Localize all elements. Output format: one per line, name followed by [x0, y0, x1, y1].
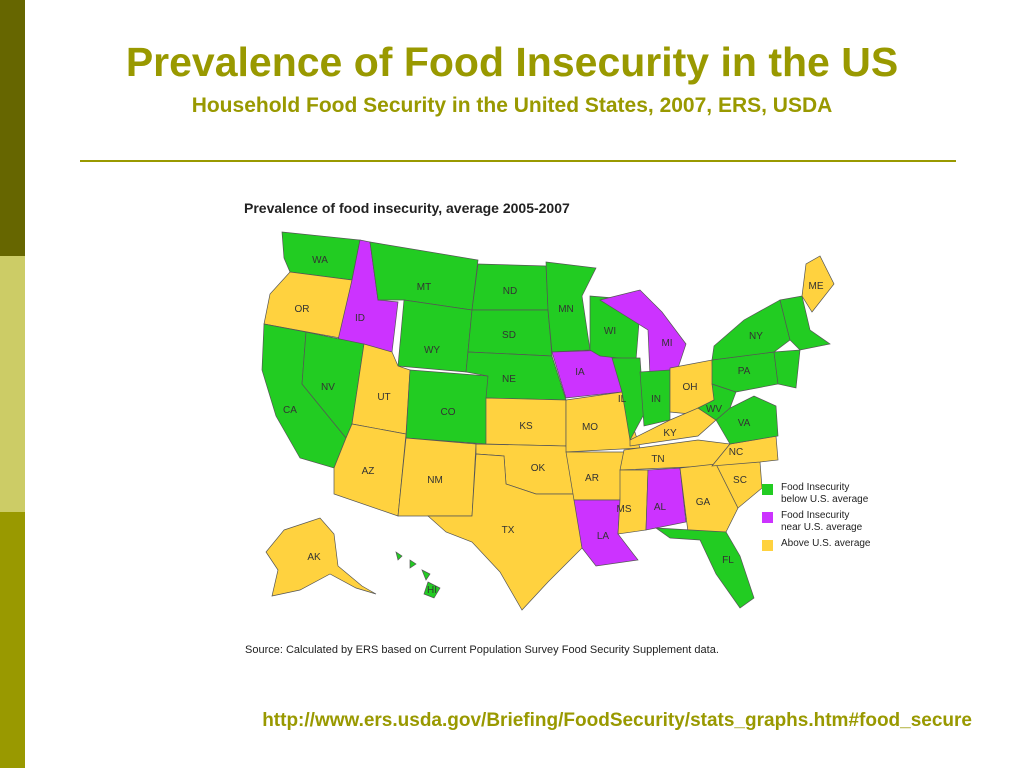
legend-label-above: Above U.S. average [781, 538, 871, 549]
label-ID: ID [355, 313, 365, 324]
legend-item-above: Above U.S. average [762, 538, 872, 551]
sidebar-block-light [0, 256, 25, 512]
legend-item-near: Food Insecurity near U.S. average [762, 510, 872, 534]
legend-label-near: Food Insecurity near U.S. average [781, 510, 863, 533]
label-MN: MN [558, 304, 574, 315]
slide-subtitle: Household Food Security in the United St… [191, 94, 833, 117]
label-WI: WI [604, 326, 616, 337]
state-NC [711, 435, 779, 467]
label-IN: IN [651, 394, 661, 405]
map-source: Source: Calculated by ERS based on Curre… [245, 644, 719, 656]
legend-swatch-above [762, 540, 773, 551]
state-WY [397, 299, 473, 373]
label-ND: ND [503, 286, 517, 297]
sidebar-block-mid [0, 512, 25, 768]
sidebar-block-dark [0, 0, 25, 256]
state-MT [369, 241, 479, 311]
state-MID-ATLANTIC [773, 349, 801, 389]
title-divider [80, 160, 956, 162]
us-map: WA OR ID MT WY ND SD NE MN IA WI MI IL I… [261, 231, 835, 611]
label-LA: LA [597, 531, 610, 542]
state-NY [711, 299, 791, 361]
label-AL: AL [654, 502, 667, 513]
label-MT: MT [417, 282, 431, 293]
label-AZ: AZ [362, 466, 375, 477]
label-WV: WV [706, 404, 722, 415]
label-SC: SC [733, 475, 747, 486]
label-NV: NV [321, 382, 335, 393]
legend-swatch-below [762, 484, 773, 495]
label-PA: PA [738, 366, 751, 377]
label-OH: OH [683, 382, 698, 393]
label-CO: CO [441, 407, 456, 418]
legend-swatch-near [762, 512, 773, 523]
legend-label-below: Food Insecurity below U.S. average [781, 482, 869, 505]
label-OK: OK [531, 463, 546, 474]
state-MS [617, 469, 649, 535]
state-IL [611, 357, 645, 442]
label-KS: KS [519, 421, 533, 432]
map-legend: Food Insecurity below U.S. average Food … [762, 482, 872, 555]
label-FL: FL [722, 555, 734, 566]
state-AK [265, 517, 377, 597]
state-FL [654, 527, 755, 609]
state-MI [599, 289, 687, 377]
map-title: Prevalence of food insecurity, average 2… [244, 200, 570, 216]
slide-title: Prevalence of Food Insecurity in the US [125, 39, 899, 85]
sidebar-decoration [0, 0, 25, 768]
state-ME [801, 255, 835, 313]
legend-item-below: Food Insecurity below U.S. average [762, 482, 872, 506]
label-AR: AR [585, 473, 599, 484]
label-AK: AK [307, 552, 321, 563]
label-SD: SD [502, 330, 516, 341]
label-MO: MO [582, 422, 598, 433]
label-TX: TX [502, 525, 515, 536]
state-TX [427, 453, 583, 611]
label-OR: OR [295, 304, 310, 315]
label-CA: CA [283, 405, 297, 416]
label-MS: MS [617, 504, 632, 515]
label-NC: NC [729, 447, 743, 458]
label-ME: ME [809, 281, 824, 292]
label-GA: GA [696, 497, 711, 508]
label-KY: KY [663, 428, 677, 439]
label-NE: NE [502, 374, 516, 385]
label-NM: NM [427, 475, 443, 486]
label-MI: MI [661, 338, 672, 349]
source-url[interactable]: http://www.ers.usda.gov/Briefing/FoodSec… [262, 710, 972, 731]
label-UT: UT [377, 392, 390, 403]
label-WY: WY [424, 345, 440, 356]
label-HI: HI [427, 585, 437, 596]
label-TN: TN [651, 454, 664, 465]
state-AZ [333, 423, 407, 517]
state-AL [645, 467, 687, 531]
label-IA: IA [575, 367, 585, 378]
label-VA: VA [738, 418, 751, 429]
label-IL: IL [618, 394, 627, 405]
state-GA [679, 463, 739, 533]
label-WA: WA [312, 255, 328, 266]
state-HI [395, 551, 441, 599]
label-NY: NY [749, 331, 763, 342]
